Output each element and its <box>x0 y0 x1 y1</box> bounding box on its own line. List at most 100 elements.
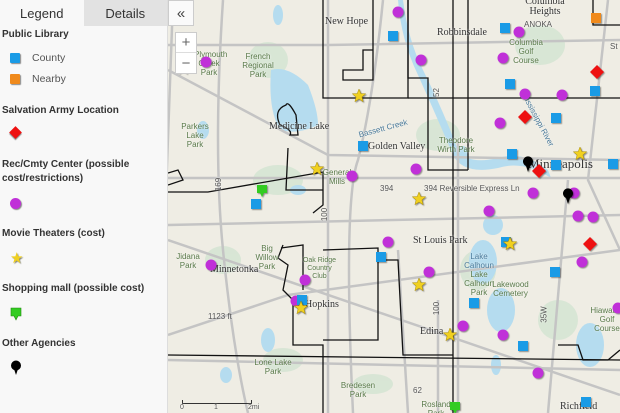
road-label: 62 <box>413 386 422 395</box>
park-label: Big Willow Park <box>255 244 279 271</box>
library-county-marker[interactable] <box>551 160 561 170</box>
area-label: ANOKA <box>524 20 553 29</box>
scale-label: 0 <box>180 404 184 411</box>
rec-center-marker[interactable] <box>205 259 217 271</box>
other-agency-marker[interactable] <box>523 156 533 172</box>
library-county-marker[interactable] <box>388 31 398 41</box>
rec-center-marker[interactable] <box>612 302 620 314</box>
library-county-marker[interactable] <box>590 86 600 96</box>
library-county-marker[interactable] <box>469 298 479 308</box>
movie-theater-marker[interactable] <box>442 327 458 342</box>
rec-center-marker[interactable] <box>513 26 525 38</box>
elevation-label: 1123 ft <box>208 312 232 321</box>
movie-theater-marker[interactable] <box>572 146 588 161</box>
rec-center-marker[interactable] <box>299 274 311 286</box>
rec-center-marker[interactable] <box>497 329 509 341</box>
rec-center-marker[interactable] <box>410 163 422 175</box>
star-icon: ★ <box>10 250 24 267</box>
library-county-marker[interactable] <box>551 113 561 123</box>
legend-title-salvation-army: Salvation Army Location <box>2 105 119 116</box>
place-label: Medicine Lake <box>269 121 330 132</box>
legend-title-public-library: Public Library <box>2 29 69 40</box>
place-label: General Mills <box>322 168 352 186</box>
library-county-marker[interactable] <box>608 159 618 169</box>
salvation-army-marker[interactable] <box>583 237 597 251</box>
movie-theater-marker[interactable] <box>411 191 427 206</box>
rec-center-marker[interactable] <box>556 89 568 101</box>
park-label: Rosland Park <box>421 400 451 413</box>
park-label: Lake Calhoun Park <box>464 270 494 297</box>
place-label: Columbia Heights <box>525 0 565 17</box>
green-pin-icon <box>10 307 22 321</box>
library-county-marker[interactable] <box>358 141 368 151</box>
legend-title-other-agencies: Other Agencies <box>2 338 76 349</box>
rec-center-marker[interactable] <box>423 266 435 278</box>
zoom-in-button[interactable]: + <box>176 33 196 53</box>
movie-theater-marker[interactable] <box>502 236 518 251</box>
zoom-control: + − <box>175 32 197 74</box>
zoom-out-button[interactable]: − <box>181 54 191 72</box>
collapse-panel-button[interactable]: « <box>168 0 194 26</box>
library-county-marker[interactable] <box>507 149 517 159</box>
road-label: 394 <box>380 184 394 193</box>
blue-square-icon <box>10 53 20 63</box>
movie-theater-marker[interactable] <box>411 277 427 292</box>
salvation-army-marker[interactable] <box>590 65 604 79</box>
library-county-marker[interactable] <box>376 252 386 262</box>
movie-theater-marker[interactable] <box>351 88 367 103</box>
water-label: Lake Calhoun <box>464 252 494 270</box>
park-label: Parkers Lake Park <box>181 122 209 149</box>
legend-title-movie-theaters: Movie Theaters (cost) <box>2 228 105 239</box>
legend-title-rec-center: Rec/Cmty Center (possible cost/restricti… <box>2 159 130 184</box>
other-agency-marker[interactable] <box>563 188 573 204</box>
rec-center-marker[interactable] <box>532 367 544 379</box>
library-county-marker[interactable] <box>500 23 510 33</box>
place-label: Minnetonka <box>210 264 259 275</box>
park-label: French Regional Park <box>242 52 274 79</box>
library-county-marker[interactable] <box>297 295 307 305</box>
salvation-army-marker[interactable] <box>518 110 532 124</box>
movie-theater-marker[interactable] <box>293 300 309 315</box>
shopping-mall-marker[interactable] <box>257 185 267 197</box>
movie-theater-marker[interactable] <box>309 161 325 176</box>
rec-center-marker[interactable] <box>382 236 394 248</box>
library-county-marker[interactable] <box>505 79 515 89</box>
rec-center-marker[interactable] <box>576 256 588 268</box>
library-county-marker[interactable] <box>581 397 591 407</box>
rec-center-marker[interactable] <box>457 320 469 332</box>
library-county-marker[interactable] <box>251 199 261 209</box>
basemap <box>168 0 620 413</box>
park-label: Lakewood Cemetery <box>492 280 529 298</box>
library-nearby-marker[interactable] <box>591 13 601 23</box>
map-view[interactable]: New Hope Robbinsdale Columbia Heights Me… <box>168 0 620 413</box>
place-label: Hopkins <box>305 299 339 310</box>
tab-legend[interactable]: Legend <box>0 0 84 26</box>
place-label: Golden Valley <box>368 141 426 152</box>
marker-layer <box>175 6 620 413</box>
rec-center-marker[interactable] <box>494 117 506 129</box>
park-label: Lone Lake Park <box>254 358 292 376</box>
rec-center-marker[interactable] <box>572 210 584 222</box>
scale-label: 1 <box>214 404 218 411</box>
library-county-marker[interactable] <box>518 341 528 351</box>
legend-title-shopping-mall: Shopping mall (possible cost) <box>2 283 145 294</box>
rec-center-marker[interactable] <box>346 170 358 182</box>
library-county-marker[interactable] <box>550 267 560 277</box>
rec-center-marker[interactable] <box>200 56 212 68</box>
rec-center-marker[interactable] <box>392 6 404 18</box>
tab-details[interactable]: Details <box>83 0 167 26</box>
place-label: Edina <box>420 326 444 337</box>
rec-center-marker[interactable] <box>587 211 599 223</box>
shopping-mall-marker[interactable] <box>450 402 460 413</box>
rec-center-marker[interactable] <box>415 54 427 66</box>
red-diamond-icon <box>9 126 22 139</box>
rec-center-marker[interactable] <box>497 52 509 64</box>
rec-center-marker[interactable] <box>527 187 539 199</box>
rec-center-marker[interactable] <box>483 205 495 217</box>
park-label: Hiawatha Golf Course <box>590 306 620 333</box>
rec-center-marker[interactable] <box>519 88 531 100</box>
legend-panel: Legend Details Public Library County Nea… <box>0 0 168 413</box>
legend-item-county: County <box>10 52 65 64</box>
salvation-army-marker[interactable] <box>532 164 546 178</box>
park-label: Oak Ridge Country Club <box>302 257 337 280</box>
